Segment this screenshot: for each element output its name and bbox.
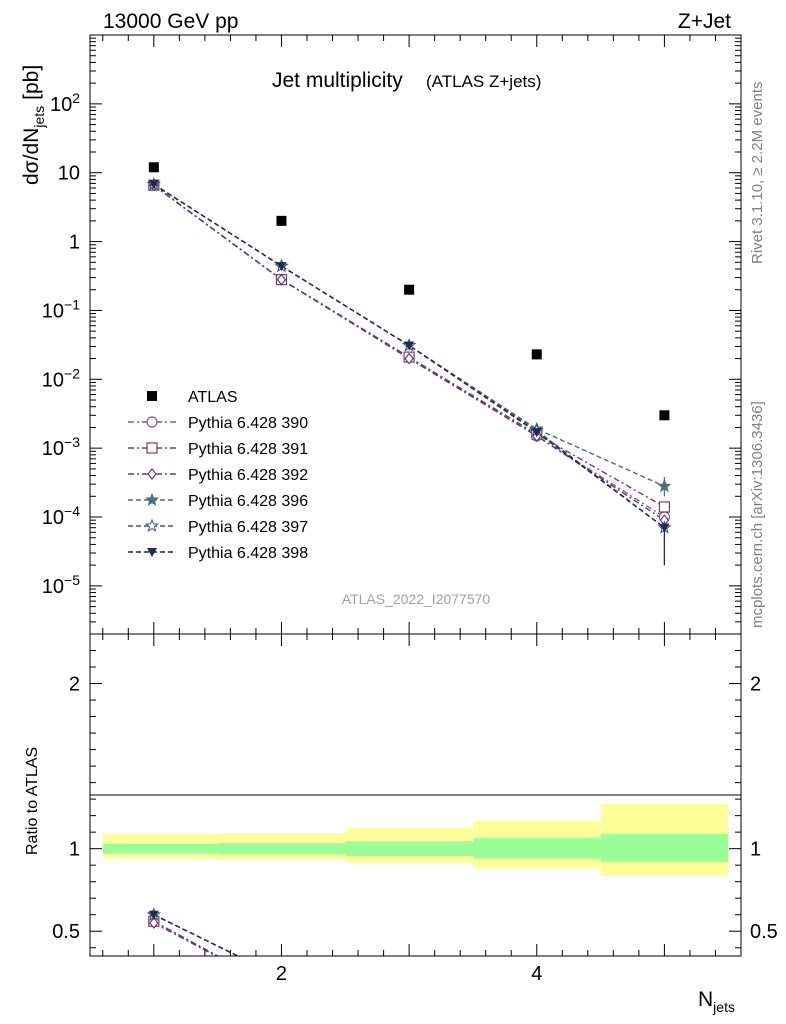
- legend-marker: [147, 468, 157, 480]
- ytick-base: 1: [69, 232, 80, 254]
- ylabel-main-text: dσ/dN: [20, 128, 43, 185]
- data-point: [276, 215, 287, 226]
- data-point: [658, 501, 671, 513]
- legend-marker: [147, 548, 157, 557]
- data-point: [404, 341, 415, 351]
- xlabel-main-text: N: [698, 988, 713, 1011]
- legend-label: Pythia 6.428 398: [188, 545, 308, 562]
- legend-label: Pythia 6.428 397: [188, 519, 308, 536]
- ratio-series-line: [153, 920, 220, 956]
- ytick-exponent: −2: [64, 365, 80, 381]
- ratio-series-line: [153, 914, 240, 956]
- ytick-base: 10: [42, 438, 64, 460]
- stat-uncertainty-band: [345, 841, 473, 857]
- series-line: [153, 183, 665, 529]
- ratio-xlabel: Njets: [698, 988, 735, 1015]
- ratio-ytick-label: 2: [69, 674, 80, 696]
- data-point: [531, 349, 542, 360]
- stat-uncertainty-band: [102, 843, 218, 854]
- stat-uncertainty-band: [472, 837, 601, 859]
- legend-marker: [145, 492, 159, 507]
- legend-label: ATLAS: [188, 389, 238, 406]
- main-ytick-label: 10−2: [42, 365, 80, 391]
- ytick-base: 10: [58, 163, 80, 185]
- data-point: [276, 262, 287, 272]
- ratio-ytick-label-right: 0.5: [750, 921, 778, 943]
- ytick-exponent: −3: [64, 434, 80, 450]
- legend-marker: [145, 518, 159, 533]
- watermark: ATLAS_2022_I2077570: [342, 591, 491, 607]
- mcplots-label: mcplots.cern.ch [arXiv:1306.3436]: [749, 401, 766, 628]
- ratio-ytick-label: 0.5: [52, 921, 80, 943]
- ratio-series-line: [153, 914, 240, 956]
- main-ytick-label: 10−5: [42, 572, 80, 598]
- data-point: [659, 410, 670, 421]
- main-subtitle: (ATLAS Z+jets): [426, 72, 541, 91]
- ratio-xtick-label: 2: [276, 963, 287, 985]
- ratio-ylabel: Ratio to ATLAS: [24, 747, 41, 855]
- legend-label: Pythia 6.428 390: [188, 415, 308, 432]
- data-point: [659, 523, 670, 533]
- legend-label: Pythia 6.428 396: [188, 493, 308, 510]
- data-point: [404, 352, 414, 365]
- legend: ATLAS Pythia 6.428 390 Pythia 6.428 391 Pyt…: [128, 389, 308, 562]
- data-point: [657, 478, 672, 493]
- legend-label: Pythia 6.428 391: [188, 441, 308, 458]
- ytick-base: 10: [42, 576, 64, 598]
- ytick-exponent: −1: [64, 296, 80, 312]
- ytick-base: 10: [50, 94, 72, 116]
- svg-text:dσ/dNjets[pb]: dσ/dNjets [pb]: [20, 65, 47, 185]
- main-ytick-label: 10−1: [42, 296, 80, 322]
- ytick-exponent: −5: [64, 572, 80, 588]
- stat-uncertainty-band: [600, 833, 729, 862]
- ytick-base: 10: [42, 369, 64, 391]
- rivet-label: Rivet 3.1.10, ≥ 2.2M events: [749, 82, 766, 265]
- data-point: [531, 428, 542, 438]
- xlabel-sub-text: jets: [712, 999, 735, 1015]
- stat-uncertainty-band: [217, 842, 346, 855]
- main-ylabel: dσ/dNjets [pb]: [20, 65, 47, 185]
- data-point: [276, 273, 287, 286]
- ylabel-unit-text: [pb]: [20, 65, 43, 100]
- data-point: [148, 162, 159, 173]
- ratio-series-line: [153, 914, 240, 956]
- data-point: [404, 284, 415, 295]
- ytick-exponent: −4: [64, 503, 80, 519]
- ytick-base: 10: [42, 507, 64, 529]
- ylabel-sub-text: jets: [31, 106, 47, 129]
- ratio-data-point: [148, 910, 159, 920]
- main-ytick-label: 10−4: [42, 503, 80, 529]
- ytick-exponent: 2: [72, 90, 80, 106]
- ratio-ytick-label-right: 1: [750, 839, 761, 861]
- main-ytick-label: 10−3: [42, 434, 80, 460]
- ratio-series-line: [153, 920, 220, 956]
- ratio-xtick-label: 4: [531, 963, 542, 985]
- main-ytick-label: 10: [58, 163, 80, 185]
- legend-label: Pythia 6.428 392: [188, 467, 308, 484]
- header-left: 13000 GeV pp: [103, 10, 238, 33]
- main-title: Jet multiplicity: [272, 69, 403, 92]
- header-right: Z+Jet: [678, 10, 731, 33]
- ratio-ytick-label-right: 2: [750, 674, 761, 696]
- ratio-ytick-label: 1: [69, 839, 80, 861]
- legend-marker: [146, 416, 158, 428]
- main-ytick-label: 102: [50, 90, 80, 116]
- main-ytick-label: 1: [69, 232, 80, 254]
- ratio-plot: 2 4 0.5 0.5 1 1 2 2 Ratio to ATLAS Njets: [24, 633, 778, 1015]
- data-point: [148, 180, 159, 190]
- legend-marker: [146, 442, 158, 454]
- legend-marker: [147, 391, 157, 401]
- ratio-frame: [89, 633, 742, 957]
- ytick-base: 10: [42, 300, 64, 322]
- ratio-data-point: [149, 917, 159, 929]
- ratio-series-line: [153, 922, 218, 956]
